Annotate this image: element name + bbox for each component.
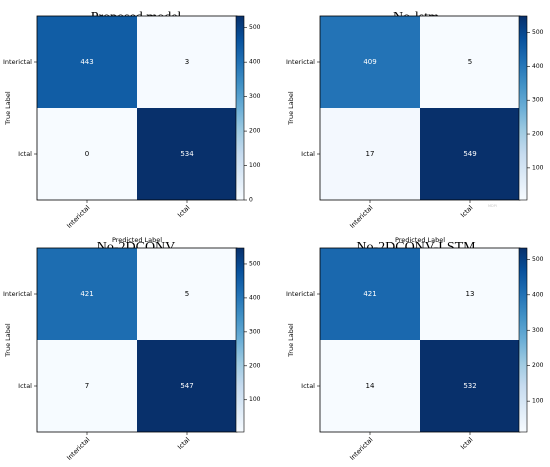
heatmap-cell [420,108,520,200]
cell-value-label: 421 [80,290,93,298]
x-tick-label: Interictal [348,204,374,230]
y-tick-label: Interictal [3,290,32,298]
x-tick-label: Interictal [348,436,374,462]
y-tick-label: Interictal [286,290,315,298]
heatmap-cell [420,16,520,108]
heatmap-cell [37,340,137,432]
colorbar [235,15,245,201]
colorbar-tick-label: 400 [532,63,544,70]
colorbar-tick-label: 100 [532,164,544,171]
x-axis-label: Predicted Label [112,236,162,244]
y-axis-label: True Label [4,323,12,358]
colorbar-tick-label: 200 [532,362,544,369]
colorbar-tick-label: 400 [249,294,261,301]
colorbar-tick-label: 500 [249,24,261,31]
colorbar [235,247,245,433]
colorbar-tick-label: 200 [532,131,544,138]
cell-value-label: 5 [185,290,189,298]
x-tick-label: Interictal [65,436,91,462]
cell-value-label: 534 [180,150,194,158]
cell-value-label: 421 [363,290,376,298]
colorbar-tick-label: 100 [249,162,261,169]
colorbar-tick-label: 500 [532,29,544,36]
x-tick-label: Ictal [459,436,475,452]
cell-value-label: 547 [180,382,193,390]
y-axis-label: True Label [287,323,295,358]
cell-value-label: 5 [468,58,472,66]
colorbar-tick-label: 300 [532,97,544,104]
colorbar [518,15,528,201]
colorbar-tick-label: 500 [249,260,261,267]
colorbar-tick-label: 400 [249,59,261,66]
x-tick-label: Interictal [65,204,91,230]
cell-value-label: 3 [185,58,189,66]
colorbar-tick-label: 200 [249,362,261,369]
heatmap-cell [320,108,420,200]
y-tick-label: Interictal [3,58,32,66]
x-tick-label: Ictal [176,204,192,220]
x-tick-label: Ictal [459,204,475,220]
colorbar-tick-label: 100 [249,396,261,403]
colorbar-tick-label: 500 [532,256,544,263]
cell-value-label: 549 [463,150,476,158]
colorbar-tick-label: 0 [249,197,253,204]
y-tick-label: Ictal [301,150,315,158]
y-axis-label: True Label [287,91,295,126]
cell-value-label: 409 [363,58,376,66]
heatmap-cell [420,340,520,432]
colorbar-tick-label: 100 [532,398,544,405]
cell-value-label: 14 [366,382,375,390]
y-tick-label: Ictal [301,382,315,390]
heatmap-cell [137,340,237,432]
colorbar-tick-label: 400 [532,291,544,298]
heatmap-cell [37,248,137,340]
y-tick-label: Ictal [18,150,32,158]
cell-value-label: 17 [366,150,375,158]
confusion-matrix-panel: Proposed model44330534InterictalIctalInt… [3,10,261,244]
colorbar-tick-label: 300 [532,327,544,334]
heatmap-cell [37,16,137,108]
cell-value-label: 532 [463,382,476,390]
colorbar [518,247,528,433]
y-tick-label: Interictal [286,58,315,66]
colorbar-tick-label: 200 [249,128,261,135]
y-axis-label: True Label [4,91,12,126]
y-tick-label: Ictal [18,382,32,390]
heatmap-cell [37,108,137,200]
x-axis-label: Predicted Label [395,236,445,244]
confusion-matrix-panel: No-lstm409517549InterictalIctalIntericta… [286,10,544,244]
cell-value-label: 443 [80,58,93,66]
heatmap-cell [420,248,520,340]
heatmap-cell [320,16,420,108]
heatmap-cell [137,16,237,108]
cell-value-label: 13 [466,290,475,298]
heatmap-cell [137,248,237,340]
heatmap-cell [320,248,420,340]
watermark-text: MDPI [488,204,497,208]
colorbar-tick-label: 300 [249,93,261,100]
x-tick-label: Ictal [176,436,192,452]
cell-value-label: 7 [85,382,89,390]
heatmap-cell [137,108,237,200]
heatmap-cell [320,340,420,432]
colorbar-tick-label: 300 [249,328,261,335]
cell-value-label: 0 [85,150,89,158]
